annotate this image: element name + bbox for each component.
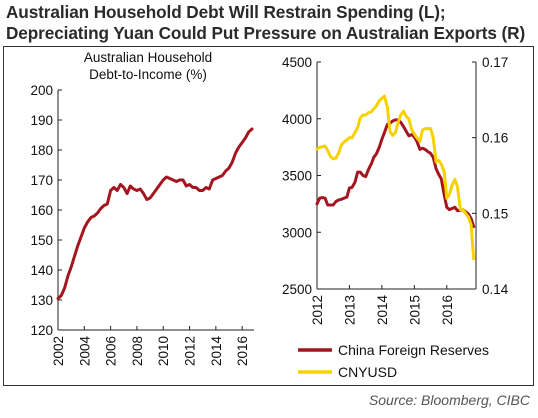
reserves-y-tick-label: 4500 [282, 55, 312, 70]
cnyusd-line [315, 94, 476, 261]
left-x-tick-label: 2016 [235, 336, 250, 366]
cnyusd-y-tick-label: 0.16 [482, 131, 508, 146]
chart-title: Australian Household Debt Will Restrain … [6, 2, 534, 44]
left-y-tick-label: 140 [30, 263, 53, 278]
left-y-tick-label: 120 [30, 323, 53, 338]
left-y-tick-label: 150 [30, 233, 53, 248]
left-y-tick-label: 170 [30, 173, 53, 188]
left-x-tick-label: 2004 [77, 336, 92, 367]
left-chart-title-line: Australian Household [84, 50, 212, 65]
left-y-tick-label: 190 [30, 113, 53, 128]
legend-label-reserves: China Foreign Reserves [338, 342, 489, 358]
right-x-tick-label: 2015 [407, 295, 422, 325]
reserves-y-tick-label: 2500 [282, 282, 312, 297]
debt-to-income-line [56, 127, 254, 300]
left-y-tick-label: 160 [30, 203, 53, 218]
source-note: Source: Bloomberg, CIBC [368, 392, 530, 408]
reserves-y-tick-label: 4000 [282, 112, 312, 127]
left-y-tick-label: 130 [30, 293, 53, 308]
reserves-y-tick-label: 3000 [282, 225, 312, 240]
left-x-tick-label: 2014 [209, 336, 224, 367]
cnyusd-y-tick-label: 0.14 [482, 282, 509, 297]
reserves-y-tick-label: 3500 [282, 169, 312, 184]
left-x-tick-label: 2002 [51, 336, 66, 366]
cnyusd-y-tick-label: 0.17 [482, 55, 508, 70]
legend-label-cnyusd: CNYUSD [338, 364, 397, 380]
right-x-tick-label: 2013 [342, 295, 357, 325]
left-x-tick-label: 2010 [156, 336, 171, 366]
left-y-tick-label: 180 [30, 143, 53, 158]
cnyusd-y-tick-label: 0.15 [482, 206, 508, 221]
left-y-tick-label: 200 [30, 83, 53, 98]
left-x-tick-label: 2008 [130, 336, 145, 366]
right-x-tick-label: 2014 [375, 295, 390, 326]
right-x-tick-label: 2016 [440, 295, 455, 325]
chart-title-line-2: Depreciating Yuan Could Put Pressure on … [6, 23, 526, 43]
left-x-tick-label: 2012 [183, 336, 198, 366]
chart-title-line-1: Australian Household Debt Will Restrain … [6, 2, 446, 22]
right-x-tick-label: 2012 [310, 295, 325, 325]
left-chart-title-line: Debt-to-Income (%) [89, 67, 207, 82]
chart-frame [3, 46, 534, 386]
china-reserves-line [315, 118, 476, 229]
left-x-tick-label: 2006 [104, 336, 119, 366]
